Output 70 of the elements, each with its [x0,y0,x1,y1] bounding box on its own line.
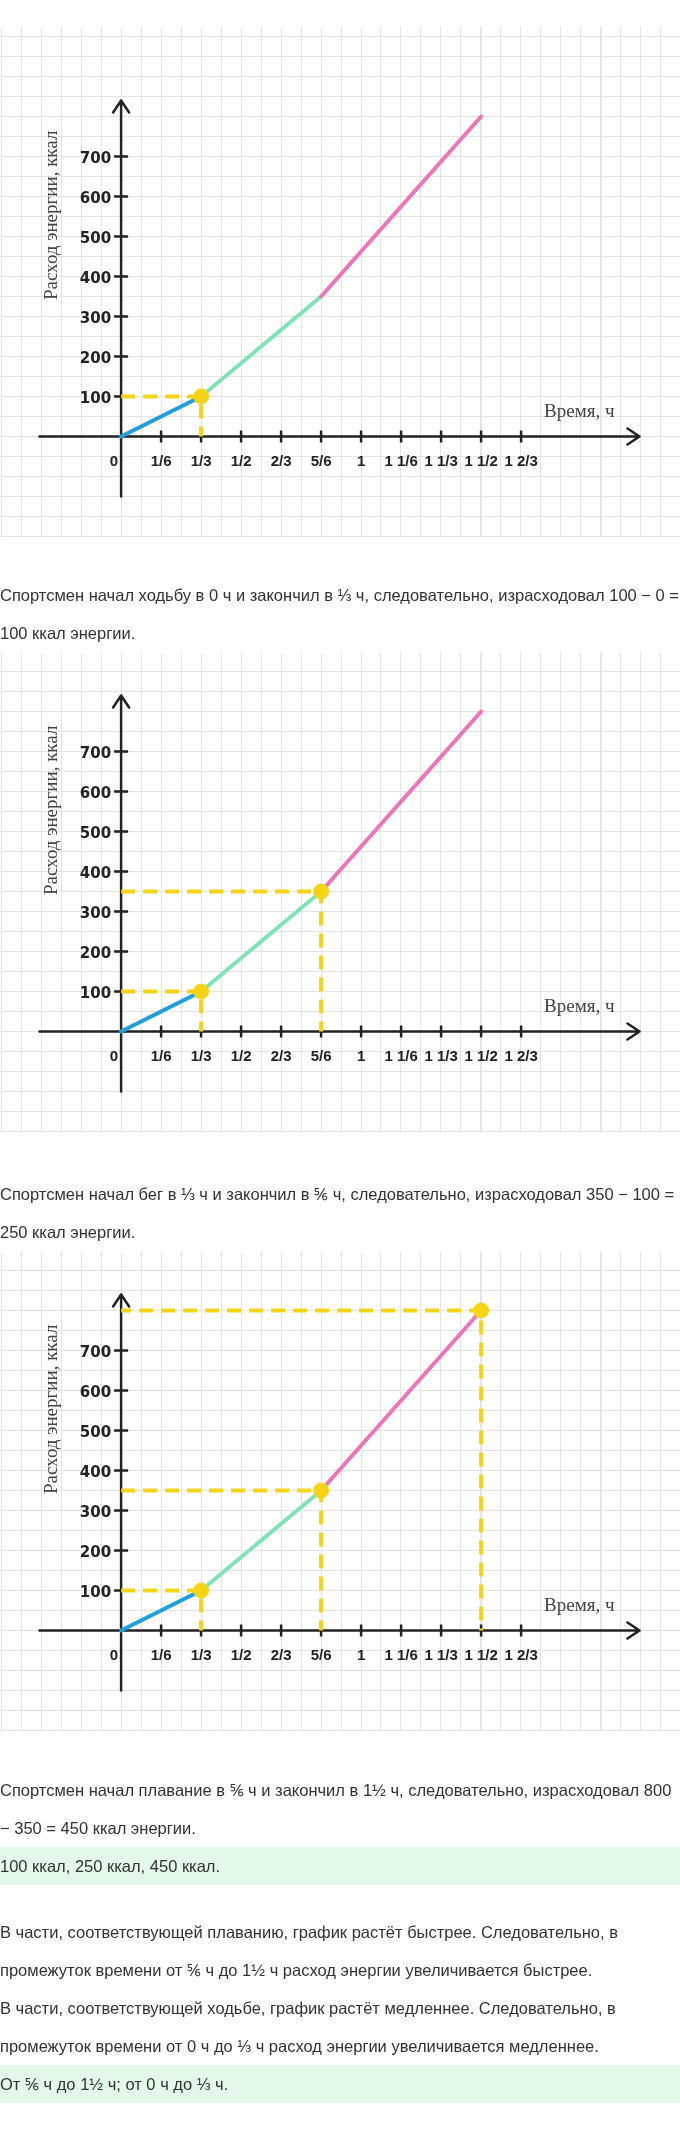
x-tick-label: 2/3 [270,452,292,469]
text: 100 ккал, 250 ккал, 450 ккал. [0,1856,221,1877]
point [473,1302,490,1319]
y-axis-title: Расход энергии, ккал [39,1324,61,1495]
y-tick-label: 700 [79,743,112,762]
x-axis-title: Время, ч [544,400,615,421]
y-tick-label: 100 [79,388,112,407]
x-tick-label: 1 1/2 [464,1047,498,1064]
x-tick-label: 1 1/2 [464,452,498,469]
y-tick-label: 600 [79,188,112,207]
x-axis-title: Время, ч [544,995,615,1016]
text: Спортсмен начал ходьбу в 0 ч и закончил в ⅓ ч, следовательно, израсходовал 100 − 0 = 100 ккал энергии. [0,586,679,642]
y-tick-label: 600 [79,783,112,802]
x-tick-label: 0 [109,1046,119,1064]
y-tick-label: 200 [79,348,112,367]
y-tick-label: 400 [79,268,112,287]
point [313,1482,330,1499]
y-tick-label: 700 [79,1342,112,1361]
x-tick-label: 1 1/6 [384,1047,418,1064]
text: В части, соответствующей плаванию, график растёт быстрее. Следовательно, в промежуток времени от ⅚ ч до 1½ ч расход энергии увеличивается быстрее. [0,1923,618,1979]
text: Спортсмен начал плавание в ⅚ ч и закончил в 1½ ч, следовательно, израсходовал 800 − 350 = 450 ккал энергии. [0,1781,672,1837]
text: В части, соответствующей ходьбе, график растёт медленнее. Следовательно, в промежуток времени от 0 ч до ⅓ ч расход энергии увеличивается медленнее. [0,1999,616,2055]
x-tick-label: 1/3 [190,1646,212,1663]
x-tick-label: 1/3 [190,452,212,469]
y-axis-title: Расход энергии, ккал [39,130,61,301]
y-tick-label: 500 [79,1422,112,1441]
x-tick-label: 1/2 [230,452,252,469]
x-tick-label: 1/2 [230,1047,252,1064]
y-tick-label: 100 [79,1582,112,1601]
x-tick-label: 1 1/2 [464,1646,498,1663]
y-tick-label: 300 [79,1502,112,1521]
y-tick-label: 700 [79,148,112,167]
x-tick-label: 1 [356,1046,366,1064]
x-tick-label: 1 2/3 [504,1646,538,1663]
x-tick-label: 1/3 [190,1047,212,1064]
y-tick-label: 500 [79,823,112,842]
x-tick-label: 5/6 [310,452,332,469]
x-tick-label: 2/3 [270,1047,292,1064]
y-tick-label: 100 [79,983,112,1002]
x-tick-label: 1 [356,1645,366,1663]
y-tick-label: 400 [79,1462,112,1481]
y-tick-label: 400 [79,863,112,882]
x-tick-label: 5/6 [310,1047,332,1064]
x-tick-label: 1 1/3 [424,1047,458,1064]
x-tick-label: 0 [109,451,119,469]
x-axis-title: Время, ч [544,1594,615,1615]
y-tick-label: 200 [79,943,112,962]
x-tick-label: 1 2/3 [504,1047,538,1064]
x-tick-label: 1/6 [150,1646,172,1663]
y-axis-title: Расход энергии, ккал [39,725,61,896]
x-tick-label: 1 1/3 [424,452,458,469]
y-tick-label: 200 [79,1542,112,1561]
y-tick-label: 300 [79,308,112,327]
x-tick-label: 1/6 [150,1047,172,1064]
x-tick-label: 1 1/6 [384,1646,418,1663]
x-tick-label: 1/2 [230,1646,252,1663]
text: От ⅚ ч до 1½ ч; от 0 ч до ⅓ ч. [0,2074,229,2095]
text: Спортсмен начал бег в ⅓ ч и закончил в ⅚ ч, следовательно, израсходовал 350 − 100 = 250 ккал энергии. [0,1185,675,1241]
point [193,1582,210,1599]
x-tick-label: 0 [109,1645,119,1663]
x-tick-label: 1 2/3 [504,452,538,469]
x-tick-label: 2/3 [270,1646,292,1663]
x-tick-label: 1/6 [150,452,172,469]
x-tick-label: 1 [356,451,366,469]
x-tick-label: 1 1/6 [384,452,418,469]
y-tick-label: 300 [79,903,112,922]
y-tick-label: 600 [79,1382,112,1401]
x-tick-label: 1 1/3 [424,1646,458,1663]
y-tick-label: 500 [79,228,112,247]
x-tick-label: 5/6 [310,1646,332,1663]
